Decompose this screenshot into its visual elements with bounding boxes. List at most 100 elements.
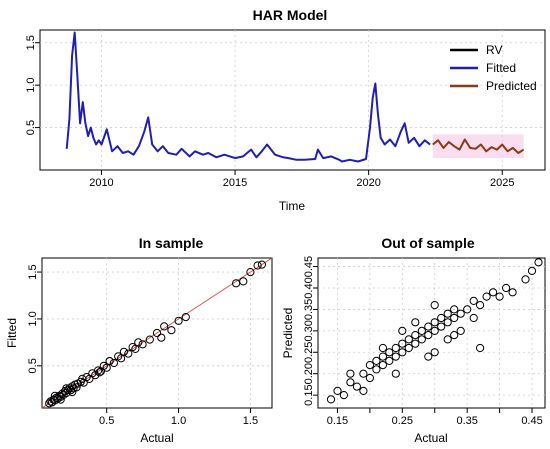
out-of-sample-ylabel: Predicted [281,308,295,359]
out-of-sample-point [404,335,413,344]
out-of-sample-point [456,326,465,335]
har-model-panel: HAR Model 2010 2015 2020 2025 0.5 1.0 1.5 Time… [25,7,546,213]
in-sample-point [246,268,255,277]
out-of-sample-point [411,331,420,340]
out-of-sample-point [411,339,420,348]
in-sample-point [157,333,166,342]
in-sample-point [68,388,77,397]
out-of-sample-point [456,309,465,318]
out-of-sample-point [391,369,400,378]
out-of-sample-point [463,305,472,314]
har-xtick-label: 2020 [356,177,380,189]
out-of-sample-ticks: 0.15 0.25 0.35 0.450.150.200.250.300.350.40… [303,256,543,427]
har-plot-frame [39,29,546,171]
out-of-sample-ytick-label: 0.45 [303,256,315,277]
in-sample-point [91,371,100,380]
out-of-sample-point [346,378,355,387]
in-sample-xtick-label: 1.5 [243,415,258,427]
in-sample-point [72,383,81,392]
in-sample-point [62,384,71,393]
out-of-sample-xtick-label: 0.15 [327,415,348,427]
out-of-sample-xtick-label: 0.25 [392,415,413,427]
out-of-sample-point [378,343,387,353]
har-xlabel: Time [279,199,306,213]
har-series [65,31,525,163]
out-of-sample-point [482,292,491,301]
out-of-sample-point [469,313,478,323]
out-of-sample-point [469,296,478,305]
out-of-sample-point [391,343,400,353]
out-of-sample-point [424,331,433,340]
out-of-sample-point [443,318,452,327]
out-of-sample-point [385,356,394,365]
out-of-sample-point [521,275,530,284]
in-sample-point [257,260,266,269]
in-sample-point [239,277,248,286]
in-sample-ylabel: Fitted [5,318,19,348]
har-xtick-label: 2015 [223,177,247,189]
out-of-sample-xtick-label: 0.35 [456,415,477,427]
har-title: HAR Model [253,7,328,23]
out-of-sample-point [476,343,485,353]
out-of-sample-point [443,309,452,318]
out-of-sample-grid [318,258,545,408]
in-sample-point [95,368,104,377]
out-of-sample-point [326,395,336,404]
in-sample-xlabel: Actual [140,431,173,445]
out-of-sample-point [398,326,407,335]
in-sample-ytick-label: 0.5 [27,358,39,373]
in-sample-point [50,391,60,400]
out-of-sample-ytick-label: 0.40 [303,277,315,298]
out-of-sample-point [502,283,511,293]
in-sample-grid [42,258,272,408]
out-of-sample-point [398,348,407,357]
out-of-sample-point [443,335,452,344]
in-sample-point [131,344,140,353]
in-sample-point [167,326,176,335]
out-of-sample-point [391,352,400,361]
out-of-sample-point [359,386,368,395]
legend-label-predicted: Predicted [486,79,537,93]
out-of-sample-points [326,258,543,404]
legend-label-rv: RV [486,43,502,57]
in-sample-point [102,363,111,372]
out-of-sample-point [333,386,342,395]
out-of-sample-point [365,361,374,370]
out-of-sample-point [417,335,426,344]
out-of-sample-ytick-label: 0.25 [303,342,315,363]
in-sample-point [134,338,143,347]
out-of-sample-point [430,326,439,335]
out-of-sample-ytick-label: 0.20 [303,363,315,384]
out-of-sample-point [339,391,348,400]
har-ytick-label: 1.0 [25,78,37,93]
out-of-sample-xlabel: Actual [414,431,447,445]
out-of-sample-point [398,339,407,348]
out-of-sample-point [372,365,381,374]
in-sample-point [160,322,169,331]
out-of-sample-panel: Out of sample 0.15 0.25 0.35 0.450.150.200.… [281,235,546,445]
in-sample-point [124,349,133,358]
out-of-sample-point [378,352,387,361]
out-of-sample-point [378,361,387,370]
in-sample-ticks: 0.5 1.0 1.5 0.5 1.0 1.5 [27,264,258,427]
har-ytick-label: 1.5 [25,35,37,50]
out-of-sample-point [411,318,420,327]
out-of-sample-title: Out of sample [381,235,475,251]
out-of-sample-point [359,369,368,378]
in-sample-ytick-label: 1.5 [27,264,39,279]
har-legend: RV Fitted Predicted [450,43,537,93]
in-sample-panel: In sample 0.5 1.0 1.5 0.5 1.0 1.5 Actual Fitt… [5,235,273,445]
out-of-sample-point [372,356,381,365]
out-of-sample-point [489,288,498,297]
har-ticks: 2010 2015 2020 2025 0.5 1.0 1.5 [25,35,514,189]
out-of-sample-point [424,352,433,361]
out-of-sample-point [424,322,433,331]
out-of-sample-point [365,373,374,383]
out-of-sample-point [385,348,394,357]
out-of-sample-point [534,258,543,267]
out-of-sample-point [430,318,439,327]
in-sample-title: In sample [139,235,204,251]
in-sample-plot-frame [41,257,273,409]
in-sample-point [109,358,119,368]
